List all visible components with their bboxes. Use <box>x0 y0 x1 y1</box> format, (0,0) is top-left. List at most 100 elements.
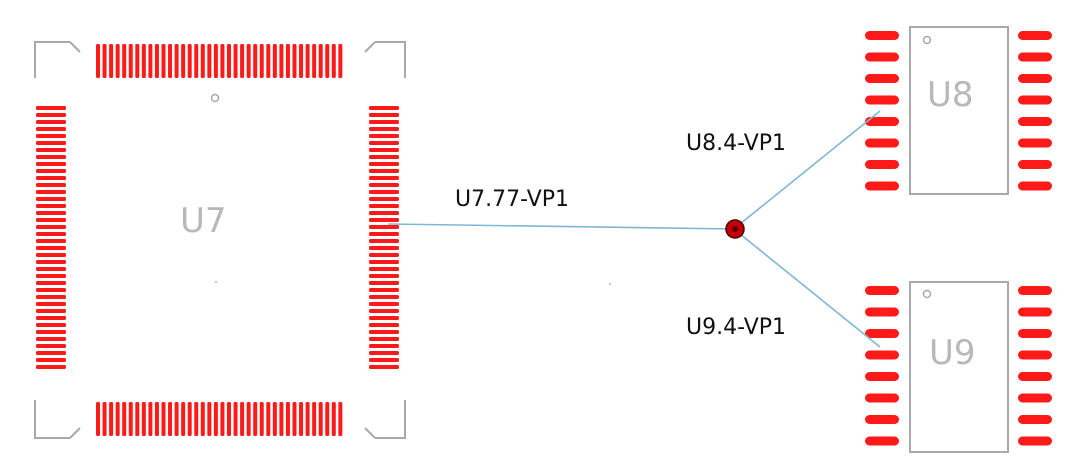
u7-pad-top-9[interactable] <box>148 44 153 78</box>
u7-pad-right-18[interactable] <box>369 225 399 229</box>
u8-pad-left-4[interactable] <box>865 95 899 105</box>
u7-pad-top-35[interactable] <box>318 44 323 78</box>
u8-pad-left-6[interactable] <box>865 138 899 148</box>
u7-pad-top-25[interactable] <box>253 44 258 78</box>
u7-pad-left-15[interactable] <box>36 204 66 208</box>
u7-pad-top-31[interactable] <box>292 44 297 78</box>
u7-pad-right-24[interactable] <box>369 267 399 271</box>
u7-pad-right-13[interactable] <box>369 190 399 194</box>
u9-pad-right-3[interactable] <box>1018 329 1052 338</box>
u7-pad-right-11[interactable] <box>369 176 399 180</box>
u7-pad-top-5[interactable] <box>122 44 127 78</box>
u7-pad-left-23[interactable] <box>36 260 66 264</box>
u8-pad-right-7[interactable] <box>1018 160 1052 169</box>
u7-pad-bottom-3[interactable] <box>109 402 114 436</box>
u7-pad-left-18[interactable] <box>36 225 66 229</box>
u7-pad-left-17[interactable] <box>36 218 66 222</box>
u7-pad-right-34[interactable] <box>369 337 399 341</box>
u7-pad-top-24[interactable] <box>246 44 251 78</box>
u7-pad-left-36[interactable] <box>36 351 66 355</box>
u9-pad-left-5[interactable] <box>865 372 899 381</box>
u7-pad-right-27[interactable] <box>369 288 399 292</box>
component-u7[interactable]: U7 <box>34 41 406 439</box>
u7-pad-right-15[interactable] <box>369 204 399 208</box>
u8-pad-left-3[interactable] <box>865 74 899 83</box>
u7-pad-left-12[interactable] <box>36 183 66 187</box>
u7-pad-right-7[interactable] <box>369 148 399 152</box>
u9-pad-left-2[interactable] <box>865 307 899 317</box>
u7-pad-right-9[interactable] <box>369 162 399 166</box>
u7-pad-left-29[interactable] <box>36 302 66 306</box>
u7-pad-top-37[interactable] <box>331 44 336 78</box>
u7-pad-top-21[interactable] <box>227 44 231 78</box>
trace-trunk-u7-77[interactable] <box>387 223 735 230</box>
u9-pad-left-8[interactable] <box>865 436 899 446</box>
u7-pad-right-36[interactable] <box>369 351 399 355</box>
u7-pad-left-10[interactable] <box>36 169 66 173</box>
u7-pad-right-12[interactable] <box>369 183 399 187</box>
u7-pad-top-27[interactable] <box>266 44 271 78</box>
u7-pad-right-6[interactable] <box>369 141 399 145</box>
u7-pad-left-16[interactable] <box>36 211 66 215</box>
u7-pad-bottom-14[interactable] <box>181 402 186 436</box>
u7-pad-left-4[interactable] <box>36 127 66 131</box>
u7-pad-bottom-10[interactable] <box>154 402 159 436</box>
u9-pad-left-7[interactable] <box>865 415 899 424</box>
u7-pad-bottom-4[interactable] <box>115 402 120 436</box>
u7-pad-left-35[interactable] <box>36 344 66 348</box>
u7-pad-right-38[interactable] <box>369 365 399 369</box>
u7-pad-left-38[interactable] <box>36 365 66 369</box>
u7-pad-bottom-30[interactable] <box>285 402 290 436</box>
u7-pad-bottom-38[interactable] <box>338 402 343 436</box>
u7-pad-top-23[interactable] <box>240 44 245 78</box>
u7-pad-left-1[interactable] <box>36 106 66 110</box>
u7-pad-right-31[interactable] <box>369 316 399 320</box>
u9-pad-right-5[interactable] <box>1018 372 1052 381</box>
u8-pad-right-5[interactable] <box>1018 117 1052 126</box>
u7-pad-bottom-23[interactable] <box>240 402 245 436</box>
u7-pad-bottom-11[interactable] <box>161 402 166 436</box>
u7-pad-top-11[interactable] <box>161 44 166 78</box>
u7-pad-top-6[interactable] <box>128 44 133 78</box>
u7-pad-right-29[interactable] <box>369 302 399 306</box>
u7-pad-left-33[interactable] <box>36 330 66 334</box>
u7-pad-bottom-34[interactable] <box>312 402 317 436</box>
u8-pad-left-5[interactable] <box>865 117 899 126</box>
u7-pad-top-22[interactable] <box>233 44 238 78</box>
u8-pad-right-6[interactable] <box>1018 138 1052 148</box>
u7-pad-bottom-22[interactable] <box>233 402 238 436</box>
u7-pad-right-23[interactable] <box>369 260 399 264</box>
u7-pad-bottom-1[interactable] <box>96 402 100 436</box>
u7-pad-left-26[interactable] <box>36 281 66 285</box>
u7-pad-top-13[interactable] <box>174 44 179 78</box>
u7-pad-right-2[interactable] <box>369 113 399 117</box>
u7-pad-right-33[interactable] <box>369 330 399 334</box>
u7-pad-bottom-32[interactable] <box>299 402 304 436</box>
trace-branch-u8-4[interactable] <box>739 110 881 225</box>
u7-pad-top-36[interactable] <box>325 44 330 78</box>
u7-pad-bottom-16[interactable] <box>194 402 199 436</box>
component-u9[interactable]: U9 <box>865 281 1052 453</box>
u7-pad-right-16[interactable] <box>369 211 399 215</box>
u7-pad-right-25[interactable] <box>369 274 399 278</box>
u9-pad-right-6[interactable] <box>1018 393 1052 403</box>
u7-pad-bottom-25[interactable] <box>253 402 258 436</box>
u7-pad-left-5[interactable] <box>36 134 66 138</box>
u7-pad-top-33[interactable] <box>305 44 310 78</box>
u9-pad-left-6[interactable] <box>865 393 899 403</box>
u7-pad-top-7[interactable] <box>135 44 140 78</box>
u7-pad-left-9[interactable] <box>36 162 66 166</box>
u7-pad-bottom-37[interactable] <box>331 402 336 436</box>
u7-pad-left-13[interactable] <box>36 190 66 194</box>
net-traces[interactable] <box>387 110 881 348</box>
u7-pad-bottom-28[interactable] <box>272 402 277 436</box>
u7-pad-top-1[interactable] <box>96 44 100 78</box>
u7-pad-right-1[interactable] <box>369 106 399 110</box>
u7-pad-right-14[interactable] <box>369 197 399 201</box>
u7-pad-left-37[interactable] <box>36 358 66 362</box>
u7-pad-bottom-36[interactable] <box>325 402 330 436</box>
u7-pad-bottom-35[interactable] <box>318 402 323 436</box>
u7-pad-top-14[interactable] <box>181 44 186 78</box>
u9-pad-left-3[interactable] <box>865 329 899 338</box>
u7-pad-bottom-5[interactable] <box>122 402 127 436</box>
